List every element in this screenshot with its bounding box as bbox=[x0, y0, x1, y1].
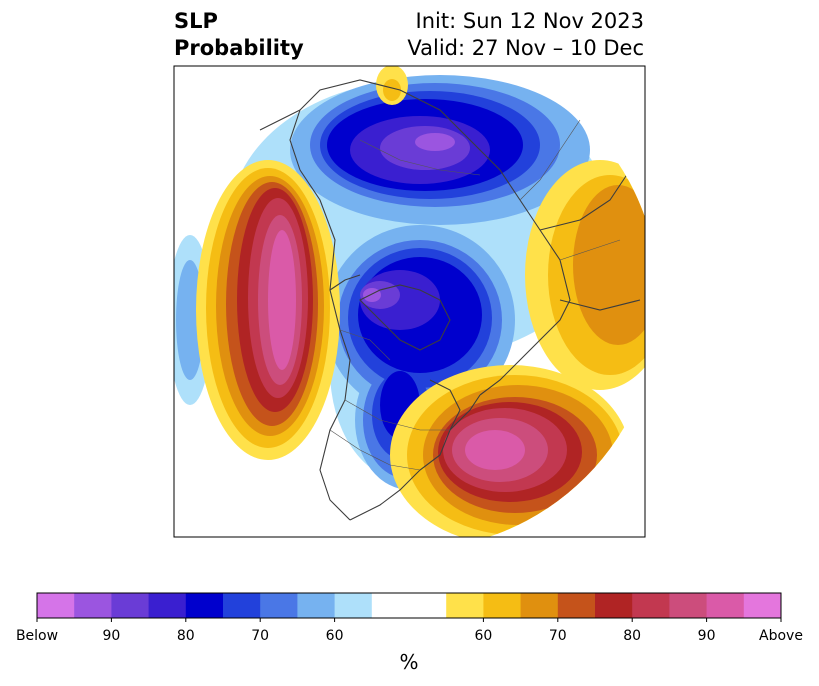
colorbar-swatch bbox=[223, 593, 261, 618]
above-normal-pacific bbox=[196, 160, 340, 460]
colorbar-swatch bbox=[595, 593, 633, 618]
colorbar-swatch bbox=[185, 593, 224, 618]
colorbar-swatch bbox=[334, 593, 373, 618]
below-normal-anomaly bbox=[176, 75, 590, 490]
colorbar-tick-label: 80 bbox=[623, 628, 642, 644]
colorbar-swatch bbox=[743, 593, 782, 618]
colorbar-swatch bbox=[74, 593, 112, 618]
colorbar-swatch bbox=[37, 593, 75, 618]
colorbar-tick-label: 90 bbox=[697, 628, 716, 644]
colorbar-swatch bbox=[520, 593, 559, 618]
colorbar-tick-label: 60 bbox=[474, 628, 493, 644]
colorbar-swatch bbox=[669, 593, 708, 618]
probability-field bbox=[174, 66, 645, 537]
colorbar-tick-label: 80 bbox=[176, 628, 195, 644]
colorbar-swatch bbox=[371, 593, 410, 618]
colorbar-outline bbox=[36, 592, 782, 619]
colorbar-tick-label: 60 bbox=[325, 628, 344, 644]
colorbar-swatch bbox=[111, 593, 150, 618]
coastlines bbox=[259, 79, 641, 521]
init-date: Init: Sun 12 Nov 2023 bbox=[415, 9, 644, 33]
valid-dates: Valid: 27 Nov – 10 Dec bbox=[407, 36, 644, 60]
colorbar-swatch bbox=[706, 593, 745, 618]
colorbar-swatch bbox=[446, 593, 484, 618]
colorbar-tick-label: 70 bbox=[548, 628, 567, 644]
colorbar-swatch bbox=[148, 593, 187, 618]
title-right: Init: Sun 12 Nov 2023 Valid: 27 Nov – 10… bbox=[407, 8, 644, 62]
colorbar-tick-label: Below bbox=[15, 628, 59, 644]
borders bbox=[329, 119, 621, 471]
colorbar-swatch bbox=[632, 593, 670, 618]
colorbar-swatch bbox=[409, 593, 447, 618]
title-product: Probability bbox=[174, 36, 304, 60]
colorbar-swatch bbox=[557, 593, 596, 618]
colorbar-swatch bbox=[297, 593, 336, 618]
colorbar-unit-label: % bbox=[399, 650, 419, 674]
colorbar-tick-label: 70 bbox=[251, 628, 270, 644]
above-normal-eurasia bbox=[376, 66, 645, 390]
title-left: SLP Probability bbox=[174, 8, 304, 62]
colorbar-tick-label: Above bbox=[759, 628, 803, 644]
colorbar bbox=[36, 592, 782, 622]
colorbar-tick-label: 90 bbox=[102, 628, 121, 644]
colorbar-swatch bbox=[260, 593, 298, 618]
map-frame bbox=[173, 65, 646, 538]
title-variable: SLP bbox=[174, 9, 218, 33]
colorbar-swatch bbox=[483, 593, 522, 618]
